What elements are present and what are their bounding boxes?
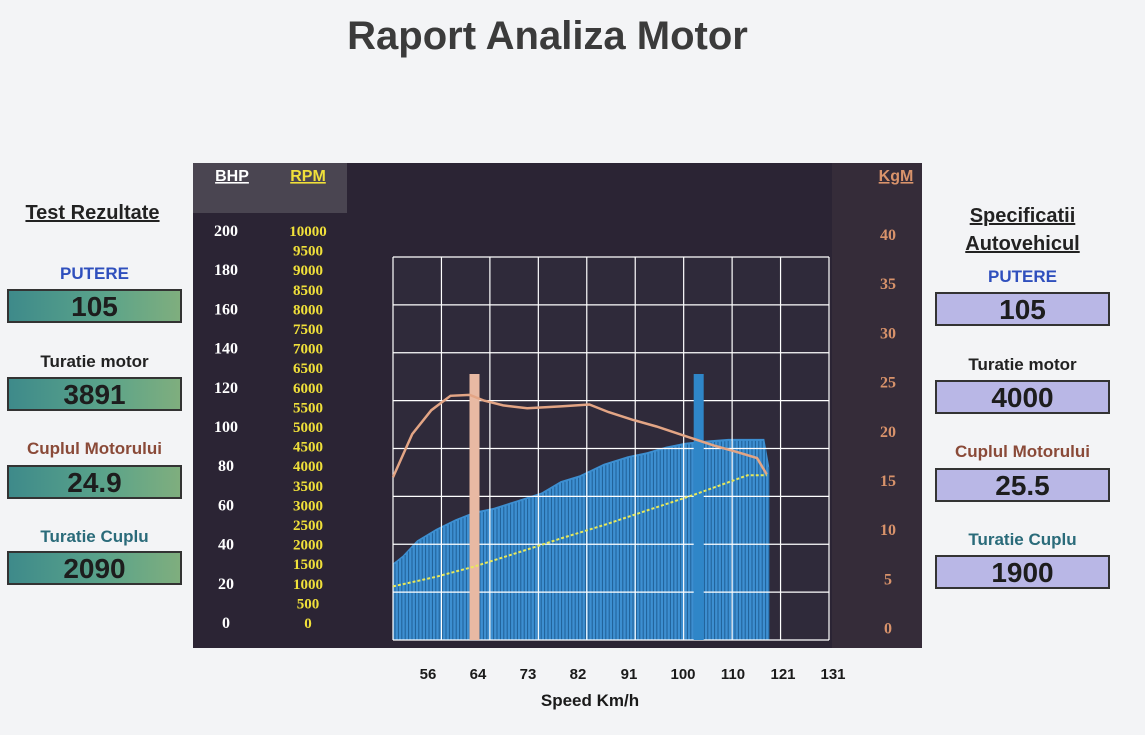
right-rpm-label: Turatie motor xyxy=(968,355,1077,374)
rpm-tick-label: 500 xyxy=(297,596,320,612)
bhp-tick-label: 80 xyxy=(218,458,234,475)
report-title: Raport Analiza Motor xyxy=(347,14,748,58)
rpm-tick-label: 6000 xyxy=(293,381,323,397)
bhp-tick-label: 40 xyxy=(218,537,234,554)
right-rpm-value: 4000 xyxy=(935,380,1110,414)
left-torque-rpm-value: 2090 xyxy=(7,551,182,585)
rpm-tick-label: 2500 xyxy=(293,518,323,534)
kgm-tick-label: 20 xyxy=(880,424,896,441)
bhp-tick-label: 180 xyxy=(214,262,238,279)
x-tick-label: 73 xyxy=(520,666,537,683)
rpm-tick-label: 0 xyxy=(304,616,312,632)
bhp-tick-label: 120 xyxy=(214,380,238,397)
kgm-tick-label: 25 xyxy=(880,375,896,392)
right-axis-bg xyxy=(832,163,922,648)
right-power-value: 105 xyxy=(935,292,1110,326)
x-tick-label: 82 xyxy=(570,666,587,683)
left-rpm-value: 3891 xyxy=(7,377,182,411)
kgm-tick-label: 5 xyxy=(884,571,892,588)
rpm-tick-label: 6500 xyxy=(293,361,323,377)
rpm-tick-label: 5000 xyxy=(293,420,323,436)
bhp-tick-label: 60 xyxy=(218,497,234,514)
bhp-tick-label: 160 xyxy=(214,301,238,318)
rpm-line xyxy=(392,474,767,588)
rpm-tick-label: 9000 xyxy=(293,263,323,279)
x-axis-title: Speed Km/h xyxy=(541,691,639,710)
marker-bar-1 xyxy=(469,374,480,640)
right-torque-value: 25.5 xyxy=(935,468,1110,502)
left-torque-rpm-label: Turatie Cuplu xyxy=(40,527,149,546)
kgm-tick-label: 15 xyxy=(880,473,896,490)
axis-header-bg xyxy=(193,163,347,213)
torque-line xyxy=(391,393,768,478)
bhp-tick-label: 200 xyxy=(214,223,238,240)
rpm-tick-label: 4500 xyxy=(293,440,323,456)
kgm-tick-label: 10 xyxy=(880,522,896,539)
x-tick-label: 110 xyxy=(721,666,745,683)
left-power-value: 105 xyxy=(7,289,182,323)
kgm-tick-label: 0 xyxy=(884,621,892,638)
left-power-label: PUTERE xyxy=(60,264,129,283)
bhp-tick-label: 20 xyxy=(218,576,234,593)
rpm-tick-label: 7500 xyxy=(293,322,323,338)
rpm-axis-title: RPM xyxy=(290,168,326,185)
rpm-tick-label: 3000 xyxy=(293,498,323,514)
rpm-tick-label: 7000 xyxy=(293,342,323,358)
right-torque-label: Cuplul Motorului xyxy=(954,442,1091,461)
specs-heading-line1: Specificatii xyxy=(969,205,1076,227)
rpm-tick-label: 1000 xyxy=(293,577,323,593)
rpm-tick-label: 5500 xyxy=(293,400,323,416)
rpm-tick-label: 10000 xyxy=(289,224,327,240)
rpm-tick-label: 9500 xyxy=(293,244,323,260)
left-torque-label: Cuplul Motorului xyxy=(26,439,163,458)
right-torque-rpm-label: Turatie Cuplu xyxy=(968,530,1077,549)
right-power-label: PUTERE xyxy=(988,267,1057,286)
bhp-tick-label: 100 xyxy=(214,419,238,436)
bhp-axis-title: BHP xyxy=(215,168,249,185)
bhp-tick-label: 0 xyxy=(222,615,230,632)
x-tick-label: 91 xyxy=(621,666,638,683)
kgm-tick-label: 35 xyxy=(880,276,896,293)
bhp-tick-label: 140 xyxy=(214,341,238,358)
x-tick-label: 56 xyxy=(420,666,437,683)
left-torque-value: 24.9 xyxy=(7,465,182,499)
x-tick-label: 121 xyxy=(770,666,795,683)
x-tick-label: 100 xyxy=(670,666,695,683)
right-torque-rpm-value: 1900 xyxy=(935,555,1110,589)
x-tick-label: 131 xyxy=(820,666,845,683)
specs-heading-line2: Autovehicul xyxy=(965,233,1080,255)
rpm-tick-label: 3500 xyxy=(293,479,323,495)
kgm-tick-label: 30 xyxy=(880,325,896,342)
marker-bar-2 xyxy=(693,374,704,640)
rpm-tick-label: 8500 xyxy=(293,283,323,299)
rpm-tick-label: 2000 xyxy=(293,538,323,554)
left-rpm-label: Turatie motor xyxy=(40,352,149,371)
rpm-tick-label: 1500 xyxy=(293,557,323,573)
kgm-tick-label: 40 xyxy=(880,227,896,244)
kgm-axis-title: KgM xyxy=(879,168,914,185)
rpm-tick-label: 8000 xyxy=(293,302,323,318)
test-results-heading: Test Rezultate xyxy=(25,202,160,224)
rpm-tick-label: 4000 xyxy=(293,459,323,475)
x-tick-label: 64 xyxy=(470,666,487,683)
